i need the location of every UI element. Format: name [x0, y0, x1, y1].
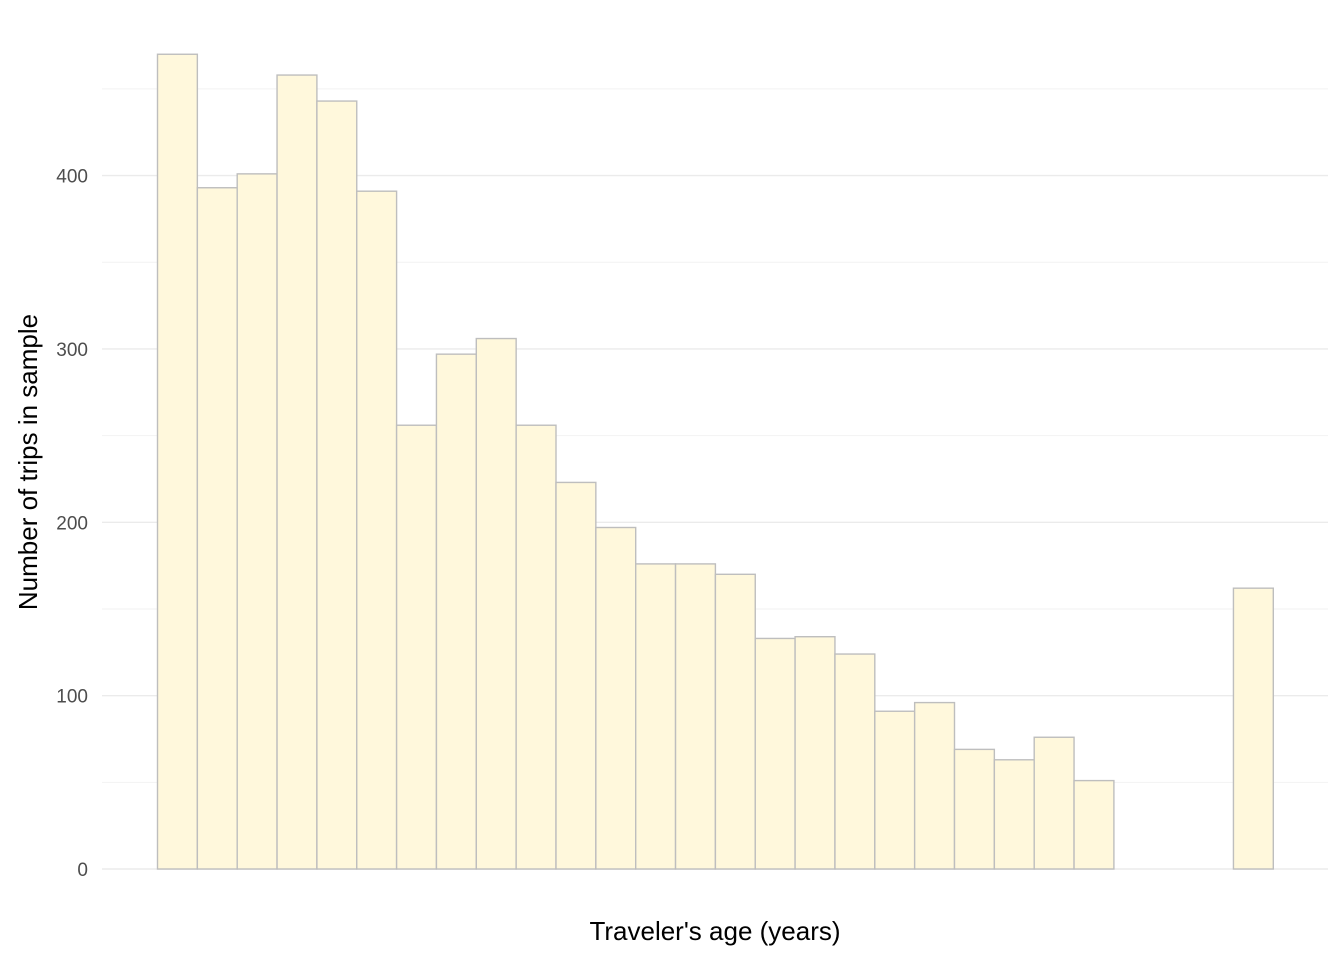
histogram-bar	[834, 653, 876, 870]
histogram-bar	[754, 637, 796, 870]
histogram-bar	[993, 759, 1035, 870]
y-tick-label: 200	[56, 513, 88, 534]
histogram-bar	[674, 563, 717, 870]
histogram-bar	[356, 190, 398, 870]
histogram-bar	[1073, 779, 1115, 870]
histogram-bar	[395, 424, 438, 870]
histogram-bar	[874, 710, 916, 870]
histogram-bar	[475, 337, 517, 870]
y-axis-ticks: 0 100 200 300 400	[56, 167, 88, 881]
y-tick-label: 100	[56, 687, 88, 708]
histogram-bar	[555, 481, 597, 870]
histogram-bar	[595, 526, 637, 870]
histogram-bar	[156, 53, 199, 870]
y-axis-title: Number of trips in sample	[13, 314, 43, 610]
histogram-bar	[435, 353, 478, 870]
histogram-bar	[794, 636, 836, 870]
bars	[156, 53, 1274, 870]
y-tick-label: 300	[56, 340, 88, 361]
histogram-bar	[635, 563, 677, 870]
histogram-bar	[316, 100, 358, 870]
histogram-bar	[1232, 587, 1274, 870]
histogram-bar	[953, 748, 996, 870]
y-tick-label: 0	[77, 860, 88, 881]
histogram-bar	[196, 187, 238, 870]
y-tick-label: 400	[56, 167, 88, 188]
histogram-bar	[714, 573, 756, 870]
histogram-bar	[913, 701, 956, 870]
histogram-bar	[1033, 736, 1075, 870]
histogram-bar	[515, 424, 557, 870]
histogram-bar	[276, 74, 318, 870]
histogram-bar	[236, 173, 278, 870]
x-axis-title: Traveler's age (years)	[589, 916, 840, 946]
